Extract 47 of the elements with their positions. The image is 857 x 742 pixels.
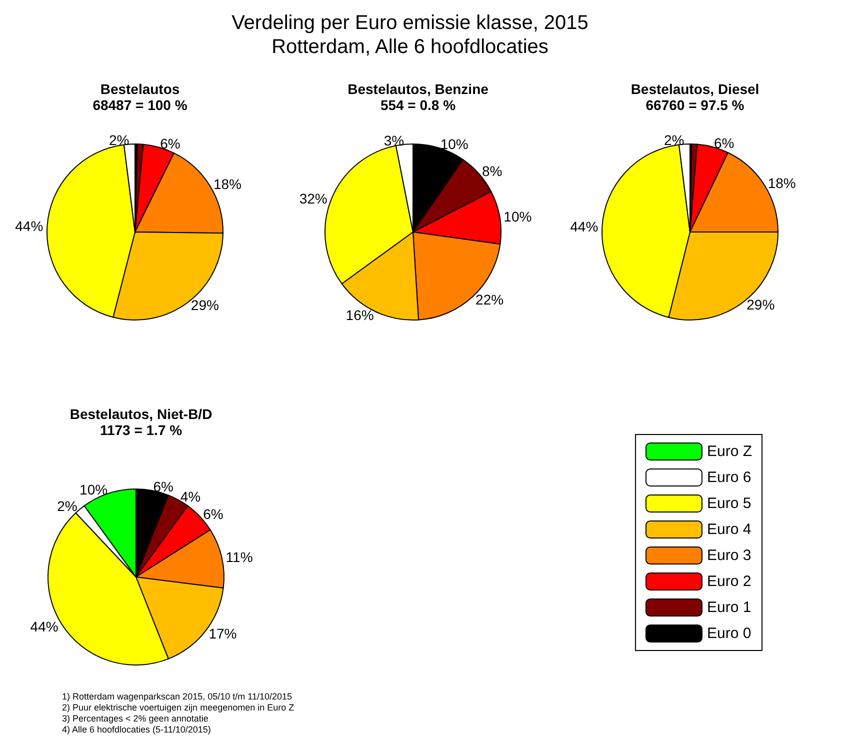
data-label: 17% (208, 625, 237, 642)
legend-label: Euro 5 (706, 495, 752, 512)
data-label: 18% (213, 176, 242, 192)
legend-label: Euro 2 (706, 573, 752, 590)
data-label: 44% (570, 218, 598, 235)
legend-label: Euro Z (706, 443, 752, 460)
data-label: 6% (160, 135, 180, 152)
data-label: 10% (440, 136, 468, 152)
data-label: 2% (57, 498, 78, 514)
data-label: 2% (108, 132, 130, 148)
data-label: 8% (482, 163, 502, 180)
chart-title: Bestelautos, Diesel (630, 81, 760, 97)
text: Verdeling per Euro emissie klasse, 2015 (232, 12, 588, 34)
chart-title: Bestelautos, Niet-B/D (70, 406, 212, 422)
data-label: 29% (746, 296, 775, 313)
chart-title: Bestelautos (100, 81, 180, 97)
legend-label: Euro 0 (706, 625, 752, 642)
data-label: 44% (15, 218, 44, 234)
data-label: 22% (476, 291, 504, 308)
chart-subtitle: 66760 = 97.5 % (646, 97, 745, 113)
data-label: 44% (30, 618, 58, 634)
data-label: 6% (203, 506, 224, 522)
text: 3) Percentages < 2% geen annotatie (62, 714, 208, 724)
legend-label: Euro 6 (706, 469, 752, 486)
data-label: 32% (299, 190, 328, 206)
legend-label: Euro 1 (706, 599, 752, 616)
text: 4) Alle 6 hoofdlocaties (5-11/10/2015) (62, 724, 211, 734)
chart-title: Bestelautos, Benzine (348, 81, 489, 97)
legend-label: Euro 4 (706, 521, 752, 538)
data-label: 2% (664, 132, 684, 148)
data-label: 11% (226, 548, 253, 565)
data-label: 10% (504, 208, 532, 224)
text: Rotterdam, Alle 6 hoofdlocaties (272, 36, 548, 58)
chart-subtitle: 1173 = 1.7 % (100, 422, 183, 438)
text: 2) Puur elektrische voertuigen zijn meegenomen in Euro Z (62, 702, 295, 712)
data-label: 6% (153, 478, 174, 495)
chart-subtitle: 554 = 0.8 % (380, 97, 456, 113)
data-label: 16% (346, 307, 374, 324)
data-label: 6% (714, 135, 734, 152)
legend-label: Euro 3 (706, 547, 752, 564)
text: 1) Rotterdam wagenparkscan 2015, 05/10 t/m 11/10/2015 (62, 692, 292, 702)
data-label: 10% (80, 482, 108, 498)
chart-subtitle: 68487 = 100 % (92, 97, 188, 113)
data-label: 18% (768, 174, 796, 191)
data-label: 3% (384, 132, 404, 148)
data-label: 29% (190, 297, 219, 314)
data-label: 4% (180, 488, 201, 504)
